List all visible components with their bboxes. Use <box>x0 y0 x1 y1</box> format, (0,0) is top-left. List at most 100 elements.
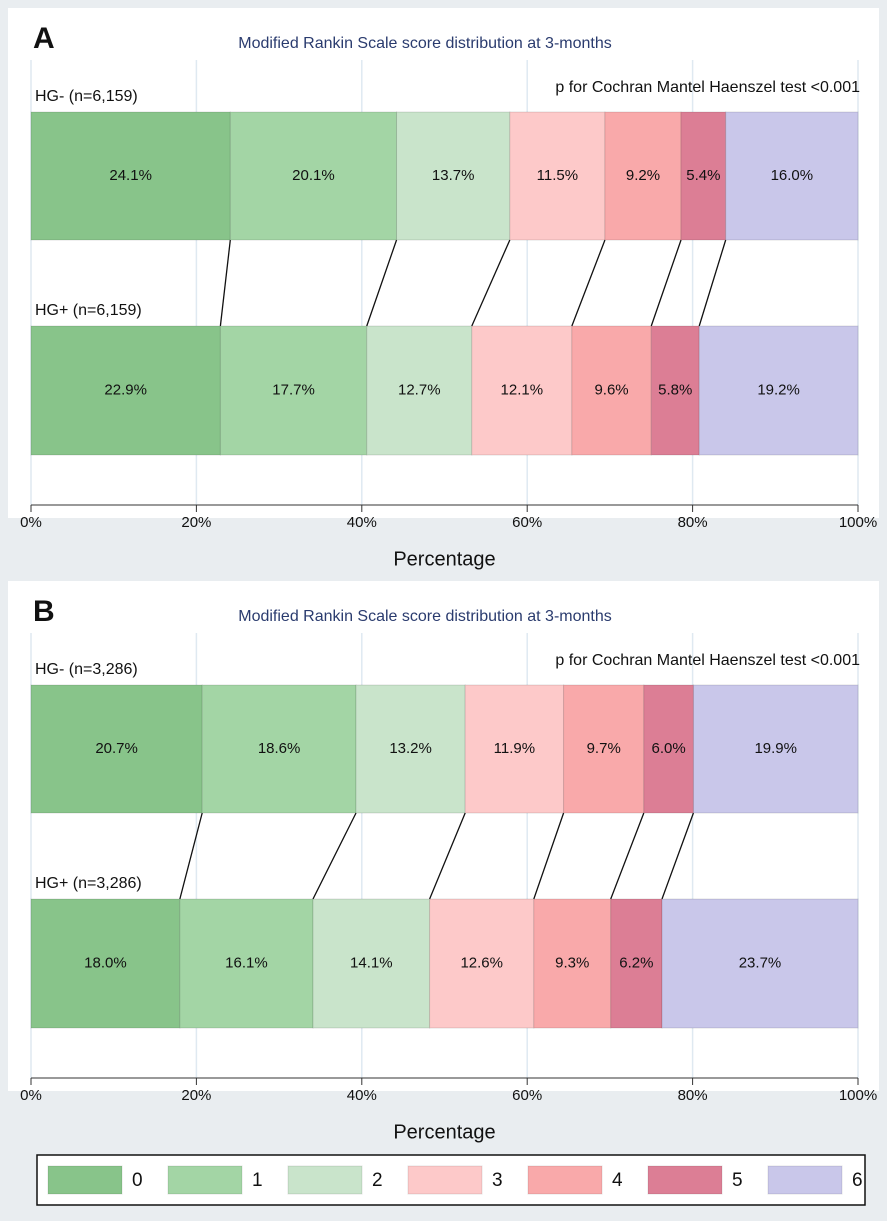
bar-segment <box>30 684 203 814</box>
bar-segment <box>509 111 606 241</box>
value-label: 20.7% <box>95 740 138 757</box>
panel-label: A <box>33 22 55 55</box>
bar-segment <box>650 325 700 456</box>
connector <box>571 239 606 327</box>
value-label: 16.1% <box>225 954 268 971</box>
legend-swatch <box>767 1165 843 1195</box>
bar-segment <box>396 111 511 241</box>
legend-label: 6 <box>852 1170 863 1191</box>
value-label: 9.7% <box>587 740 621 757</box>
x-tick-label: 100% <box>839 1087 877 1104</box>
value-label: 17.7% <box>272 381 315 398</box>
bar-segment <box>661 898 859 1029</box>
value-label: 11.5% <box>537 167 578 184</box>
value-label: 19.2% <box>757 381 800 398</box>
bar-segment <box>355 684 466 814</box>
category-label: HG+ (n=3,286) <box>35 875 142 892</box>
bar-segment <box>201 684 357 814</box>
bar-segment <box>643 684 694 814</box>
legend-swatch <box>167 1165 243 1195</box>
connector <box>312 812 357 900</box>
connector <box>219 239 231 327</box>
value-label: 14.1% <box>350 954 393 971</box>
x-tick-label: 0% <box>20 1087 42 1104</box>
x-tick-label: 60% <box>512 1087 542 1104</box>
bar-segment <box>698 325 859 456</box>
bar-segment <box>312 898 431 1029</box>
x-tick-label: 20% <box>181 514 211 531</box>
x-axis-label: Percentage <box>393 548 495 570</box>
bar-segment <box>229 111 398 241</box>
bar-segment <box>30 111 231 241</box>
value-label: 16.0% <box>771 167 814 184</box>
chart-title: Modified Rankin Scale score distribution… <box>238 608 612 625</box>
connector <box>429 812 466 900</box>
connector <box>610 812 645 900</box>
value-label: 18.6% <box>258 740 301 757</box>
value-label: 9.3% <box>555 954 589 971</box>
bar-segment <box>219 325 368 456</box>
value-label: 9.6% <box>594 381 628 398</box>
legend-swatch <box>527 1165 603 1195</box>
bar-segment <box>471 325 573 456</box>
connector <box>661 812 695 900</box>
bar-segment <box>366 325 473 456</box>
value-label: 6.2% <box>619 954 653 971</box>
bar-segment <box>680 111 727 241</box>
bar-segment <box>725 111 859 241</box>
bar-segment <box>604 111 682 241</box>
connector <box>366 239 398 327</box>
x-axis-label: Percentage <box>393 1121 495 1143</box>
bar-segment <box>464 684 565 814</box>
legend-swatch <box>47 1165 123 1195</box>
bar-segment <box>533 898 612 1029</box>
x-tick-label: 80% <box>678 514 708 531</box>
legend-label: 3 <box>492 1170 503 1191</box>
category-label: HG- (n=6,159) <box>35 88 138 105</box>
legend-label: 1 <box>252 1170 263 1191</box>
value-label: 24.1% <box>109 167 152 184</box>
x-tick-label: 100% <box>839 514 877 531</box>
value-label: 9.2% <box>626 167 660 184</box>
value-label: 12.7% <box>398 381 441 398</box>
connector <box>533 812 565 900</box>
bar-segment <box>429 898 535 1029</box>
legend-swatch <box>407 1165 483 1195</box>
category-label: HG- (n=3,286) <box>35 661 138 678</box>
annotation: p for Cochran Mantel Haenszel test <0.00… <box>555 652 860 669</box>
chart-title: Modified Rankin Scale score distribution… <box>238 35 612 52</box>
value-label: 20.1% <box>292 167 335 184</box>
value-label: 23.7% <box>739 954 782 971</box>
value-label: 6.0% <box>652 740 686 757</box>
bar-segment <box>30 325 221 456</box>
x-tick-label: 40% <box>347 1087 377 1104</box>
legend-label: 0 <box>132 1170 143 1191</box>
legend-label: 2 <box>372 1170 383 1191</box>
legend-label: 5 <box>732 1170 743 1191</box>
value-label: 5.8% <box>658 381 692 398</box>
connector <box>698 239 727 327</box>
connector <box>179 812 203 900</box>
category-label: HG+ (n=6,159) <box>35 302 142 319</box>
value-label: 19.9% <box>754 740 797 757</box>
value-label: 11.9% <box>494 740 535 757</box>
value-label: 13.7% <box>432 167 475 184</box>
legend-swatch <box>647 1165 723 1195</box>
annotation: p for Cochran Mantel Haenszel test <0.00… <box>555 79 860 96</box>
value-label: 22.9% <box>104 381 147 398</box>
legend-swatch <box>287 1165 363 1195</box>
value-label: 5.4% <box>686 167 720 184</box>
x-tick-label: 80% <box>678 1087 708 1104</box>
x-tick-label: 0% <box>20 514 42 531</box>
bar-segment <box>179 898 314 1029</box>
x-tick-label: 20% <box>181 1087 211 1104</box>
bar-segment <box>692 684 859 814</box>
connector <box>650 239 682 327</box>
connector <box>471 239 511 327</box>
bar-segment <box>610 898 663 1029</box>
value-label: 12.1% <box>501 381 544 398</box>
value-label: 13.2% <box>389 740 432 757</box>
value-label: 12.6% <box>460 954 503 971</box>
legend-label: 4 <box>612 1170 623 1191</box>
